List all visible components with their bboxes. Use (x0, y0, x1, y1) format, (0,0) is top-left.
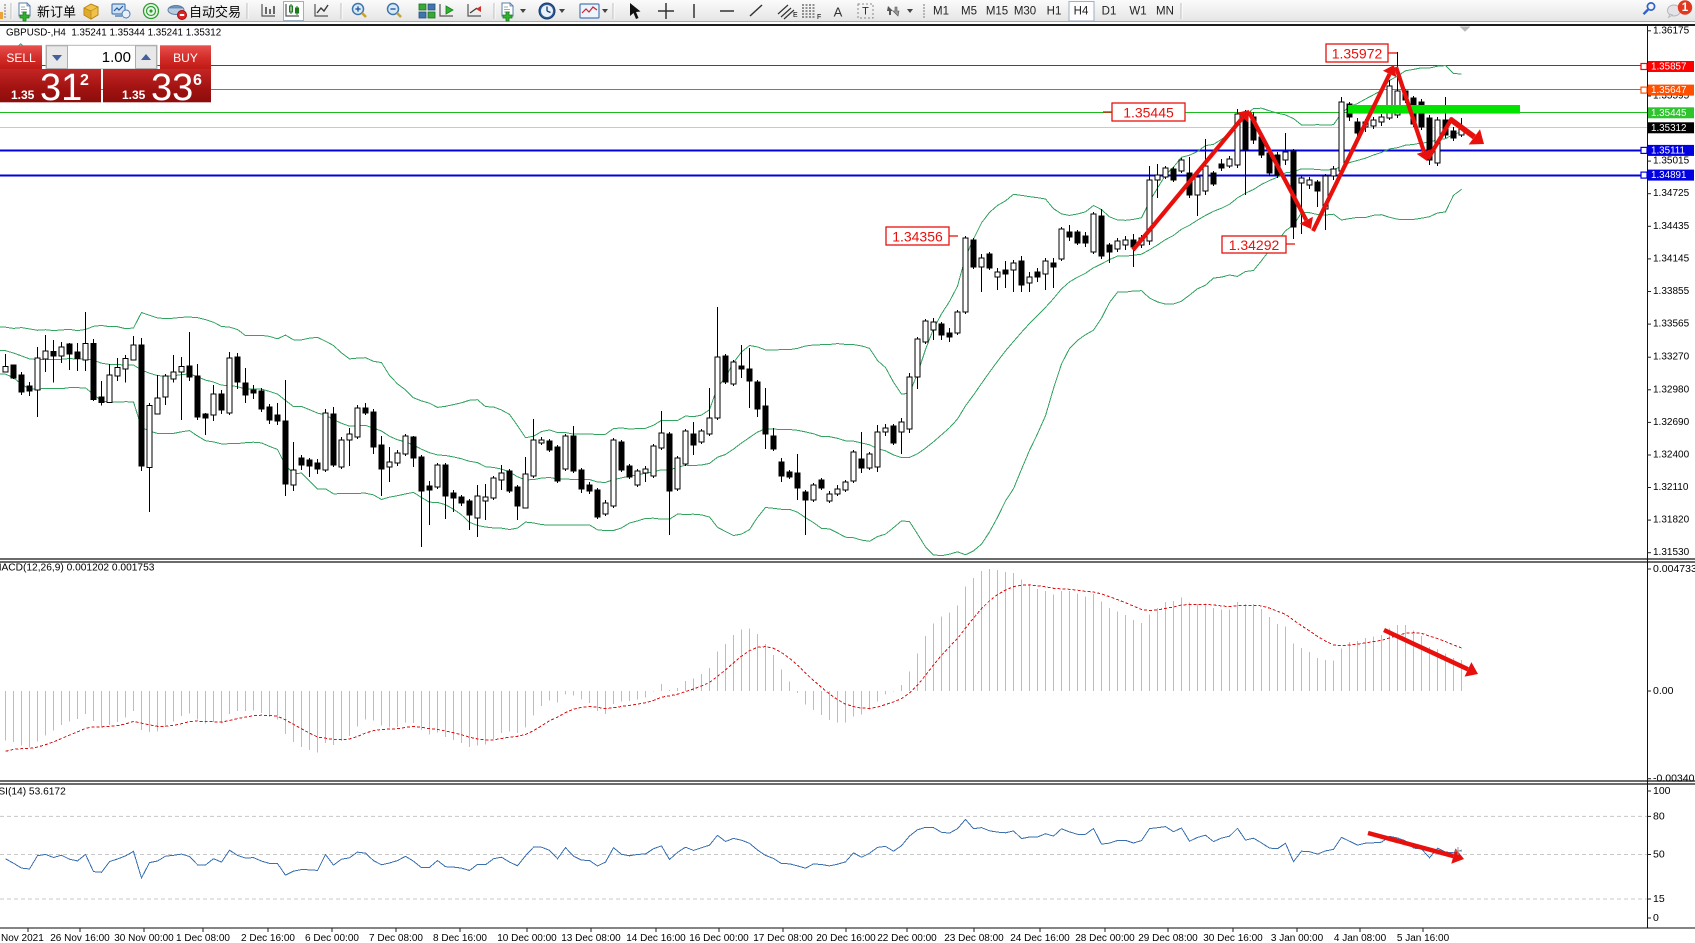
svg-text:M1: M1 (933, 6, 949, 18)
svg-text:22 Dec 00:00: 22 Dec 00:00 (877, 933, 937, 943)
svg-text:1.35312: 1.35312 (1651, 123, 1686, 134)
svg-text:8 Dec 16:00: 8 Dec 16:00 (433, 933, 487, 943)
svg-text:1.35111: 1.35111 (1651, 145, 1685, 156)
svg-text:13 Dec 08:00: 13 Dec 08:00 (561, 933, 621, 943)
svg-text:5 Jan 16:00: 5 Jan 16:00 (1397, 933, 1450, 943)
svg-text:2: 2 (80, 72, 89, 89)
svg-text:1 Dec 08:00: 1 Dec 08:00 (176, 933, 230, 943)
svg-text:100: 100 (1653, 785, 1671, 797)
svg-text:1.35015: 1.35015 (1653, 156, 1690, 167)
svg-text:M30: M30 (1014, 6, 1036, 18)
svg-text:1.35445: 1.35445 (1123, 105, 1174, 121)
svg-text:M15: M15 (986, 6, 1008, 18)
svg-text:1.00: 1.00 (102, 49, 131, 66)
svg-text:4 Jan 08:00: 4 Jan 08:00 (1334, 933, 1387, 943)
svg-text:Nov 2021: Nov 2021 (1, 933, 44, 943)
svg-text:28 Dec 00:00: 28 Dec 00:00 (1075, 933, 1135, 943)
svg-text:H1: H1 (1047, 6, 1062, 18)
svg-text:MN: MN (1156, 6, 1174, 18)
svg-text:1.31530: 1.31530 (1653, 547, 1690, 558)
svg-text:1.36175: 1.36175 (1653, 25, 1690, 36)
svg-text:7 Dec 08:00: 7 Dec 08:00 (369, 933, 423, 943)
svg-text:3 Jan 00:00: 3 Jan 00:00 (1271, 933, 1324, 943)
svg-text:1.32400: 1.32400 (1653, 450, 1690, 461)
svg-text:1.32110: 1.32110 (1653, 482, 1689, 493)
svg-text:1.33270: 1.33270 (1653, 352, 1690, 363)
svg-text:31: 31 (40, 67, 82, 109)
svg-text:1.34435: 1.34435 (1653, 221, 1690, 232)
svg-text:F: F (817, 14, 821, 21)
svg-text:1.35: 1.35 (122, 88, 146, 102)
svg-text:1.34891: 1.34891 (1651, 170, 1686, 181)
svg-text:1.35445: 1.35445 (1651, 108, 1687, 119)
svg-text:2 Dec 16:00: 2 Dec 16:00 (241, 933, 295, 943)
svg-text:1: 1 (1682, 2, 1689, 14)
svg-text:1.35857: 1.35857 (1651, 62, 1686, 73)
svg-text:H4: H4 (1074, 6, 1089, 18)
svg-text:24 Dec 16:00: 24 Dec 16:00 (1010, 933, 1070, 943)
svg-text:1.32980: 1.32980 (1653, 384, 1690, 395)
svg-text:80: 80 (1653, 810, 1665, 822)
svg-text:10 Dec 00:00: 10 Dec 00:00 (497, 933, 557, 943)
svg-text:T: T (862, 6, 869, 18)
svg-text:17 Dec 08:00: 17 Dec 08:00 (753, 933, 813, 943)
svg-text:D1: D1 (1102, 6, 1117, 18)
svg-text:1.35647: 1.35647 (1651, 85, 1686, 96)
svg-text:26 Nov 16:00: 26 Nov 16:00 (50, 933, 110, 943)
svg-text:A: A (834, 5, 843, 20)
svg-text:30 Dec 16:00: 30 Dec 16:00 (1203, 933, 1263, 943)
svg-text:14 Dec 16:00: 14 Dec 16:00 (626, 933, 686, 943)
svg-text:1.35: 1.35 (11, 88, 35, 102)
svg-text:1.32690: 1.32690 (1653, 417, 1690, 428)
svg-text:E: E (793, 12, 798, 19)
svg-text:30 Nov 00:00: 30 Nov 00:00 (114, 933, 174, 943)
svg-text:29 Dec 08:00: 29 Dec 08:00 (1138, 933, 1198, 943)
svg-text:16 Dec 00:00: 16 Dec 00:00 (689, 933, 749, 943)
svg-text:M5: M5 (961, 6, 977, 18)
svg-text:6: 6 (193, 72, 202, 89)
svg-text:33: 33 (151, 67, 193, 109)
svg-text:23 Dec 08:00: 23 Dec 08:00 (944, 933, 1004, 943)
svg-text:1.34725: 1.34725 (1653, 188, 1690, 199)
svg-text:1.35595: 1.35595 (1653, 91, 1690, 102)
svg-text:SELL: SELL (6, 51, 36, 65)
svg-text:1.35972: 1.35972 (1332, 46, 1383, 62)
svg-text:GBPUSD-,H4 1.35241 1.35344 1.: GBPUSD-,H4 1.35241 1.35344 1.35241 1.353… (6, 28, 221, 39)
svg-text:1.31820: 1.31820 (1653, 515, 1690, 526)
svg-text:自动交易: 自动交易 (189, 5, 241, 20)
svg-text:1.34145: 1.34145 (1653, 253, 1690, 264)
svg-text:1.34292: 1.34292 (1229, 237, 1280, 253)
svg-text:50: 50 (1653, 849, 1665, 861)
svg-text:MACD(12,26,9) 0.001202 0.00175: MACD(12,26,9) 0.001202 0.001753 (0, 563, 155, 574)
svg-text:W1: W1 (1129, 6, 1146, 18)
svg-text:1.33855: 1.33855 (1653, 286, 1690, 297)
svg-text:0: 0 (1653, 912, 1659, 924)
svg-text:新订单: 新订单 (37, 5, 76, 20)
svg-text:RSI(14) 53.6172: RSI(14) 53.6172 (0, 787, 66, 798)
svg-text:0.004733: 0.004733 (1653, 563, 1695, 575)
svg-text:20 Dec 16:00: 20 Dec 16:00 (816, 933, 876, 943)
svg-text:BUY: BUY (173, 51, 198, 65)
svg-text:0.00: 0.00 (1653, 685, 1674, 697)
svg-text:-0.003403: -0.003403 (1653, 773, 1695, 785)
svg-text:1.34356: 1.34356 (892, 229, 943, 245)
svg-text:15: 15 (1653, 893, 1665, 905)
svg-text:1.33565: 1.33565 (1653, 319, 1690, 330)
svg-text:6 Dec 00:00: 6 Dec 00:00 (305, 933, 359, 943)
